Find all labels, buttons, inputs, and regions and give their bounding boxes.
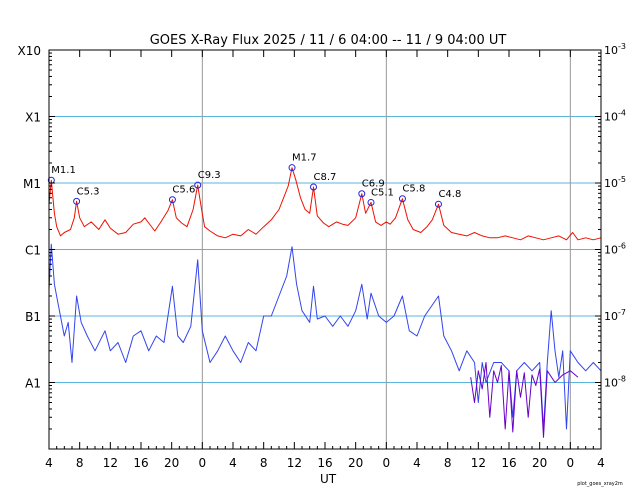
flux-series-line <box>470 362 579 438</box>
right-axis-label: 10-6 <box>604 242 626 257</box>
x-axis-label: UT <box>320 472 337 486</box>
x-tick-label: 16 <box>133 456 148 470</box>
flare-class-label: B1 <box>25 310 41 324</box>
x-tick-label: 12 <box>103 456 118 470</box>
x-tick-label: 0 <box>199 456 207 470</box>
right-axis-label: 10-5 <box>604 175 626 190</box>
x-tick-label: 20 <box>532 456 547 470</box>
flare-peak-marker <box>358 190 366 198</box>
flare-class-label: X1 <box>25 111 41 125</box>
x-tick-label: 0 <box>567 456 575 470</box>
x-tick-label: 4 <box>229 456 237 470</box>
grid-layer <box>49 50 601 449</box>
right-axis-label: 10-4 <box>604 109 626 124</box>
x-tick-label: 20 <box>348 456 363 470</box>
flare-class-annotation: C9.3 <box>198 170 221 181</box>
flare-class-annotation: C5.6 <box>172 185 195 196</box>
flare-class-label: M1 <box>23 177 41 191</box>
flare-peak-marker <box>288 164 296 172</box>
flare-class-annotation: M1.7 <box>292 153 317 164</box>
x-tick-label: 8 <box>444 456 452 470</box>
flare-class-annotation: C5.1 <box>371 187 394 198</box>
x-tick-label: 8 <box>260 456 268 470</box>
flare-peak-marker <box>310 183 317 191</box>
x-tick-label: 8 <box>76 456 84 470</box>
flare-class-annotation: C5.8 <box>402 184 425 195</box>
series-layer <box>48 167 602 438</box>
x-tick-label: 20 <box>164 456 179 470</box>
x-tick-label: 0 <box>383 456 391 470</box>
flare-class-annotation: C8.7 <box>314 172 337 183</box>
x-tick-label: 16 <box>317 456 332 470</box>
flare-class-label: C1 <box>25 244 41 258</box>
flare-peak-marker <box>194 181 202 189</box>
x-tick-label: 4 <box>413 456 421 470</box>
flux-series-line <box>48 243 602 430</box>
flare-annotations: M1.1C5.3 C5.6C9.3 M1.7 C8.7 C6.9C5.1 C5.8 C4.8 <box>47 153 461 208</box>
flare-peak-marker <box>434 200 442 208</box>
flare-peak-marker <box>168 196 176 204</box>
x-tick-label: 16 <box>501 456 516 470</box>
axis-ticks: X10 X1 M1 C1 B1 A1 10-3 10-4 10-5 10-6 10-7 10-8 4 8 1… <box>18 42 626 470</box>
right-axis-label: 10-3 <box>604 42 626 57</box>
flare-class-label: A1 <box>25 377 41 391</box>
flare-class-annotation: M1.1 <box>51 165 76 176</box>
flare-class-annotation: C4.8 <box>438 189 461 200</box>
right-axis-label: 10-8 <box>604 375 626 390</box>
chart-title: GOES X-Ray Flux 2025 / 11 / 6 04:00 -- 1… <box>150 33 507 48</box>
flux-series-line <box>48 167 602 241</box>
x-tick-label: 12 <box>287 456 302 470</box>
flare-class-annotation: C5.3 <box>77 186 100 197</box>
flare-peak-marker <box>73 197 81 205</box>
flare-peak-marker <box>398 195 406 203</box>
x-tick-label: 4 <box>597 456 605 470</box>
flare-class-annotation: C6.9 <box>362 179 385 190</box>
right-axis-label: 10-7 <box>604 308 626 323</box>
credit-text: plot_goes_xray2m <box>577 481 623 487</box>
x-tick-label: 4 <box>45 456 53 470</box>
flare-peak-marker <box>367 198 375 206</box>
x-tick-label: 12 <box>471 456 486 470</box>
flare-class-label: X10 <box>18 44 42 58</box>
